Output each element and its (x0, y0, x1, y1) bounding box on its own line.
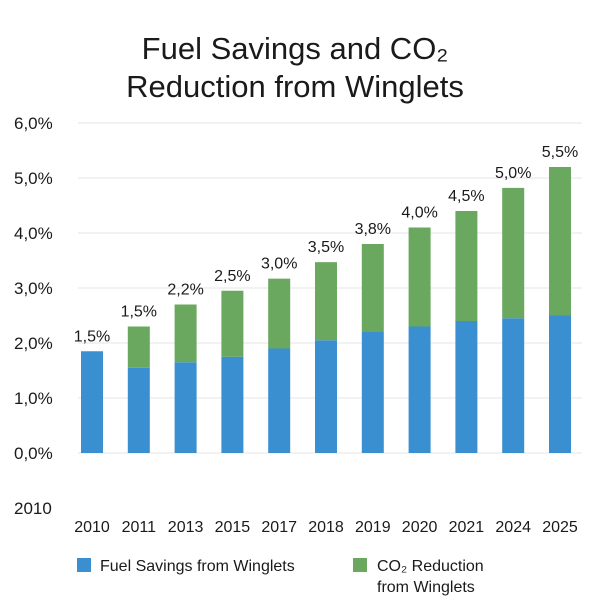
y-tick-label: 0,0% (14, 444, 53, 463)
data-label: 2,5% (214, 268, 250, 285)
bar-fuel-savings (502, 318, 524, 453)
data-label: 4,5% (448, 188, 484, 205)
data-label: 3,0% (261, 256, 297, 273)
bar-fuel-savings (268, 349, 290, 454)
legend-swatch-fuel-savings (77, 558, 91, 572)
x-tick-label: 2021 (449, 519, 485, 536)
bar-fuel-savings (315, 340, 337, 453)
data-label: 3,5% (308, 239, 344, 256)
y-tick-label: 3,0% (14, 279, 53, 298)
y-tick-label: 6,0% (14, 114, 53, 133)
legend-label: from Winglets (377, 579, 475, 596)
y-tick-label: 2010 (14, 499, 52, 518)
y-axis: 2010 0,0% 1,0% 2,0% 3,0% 4,0% 5,0% 6,0% (14, 114, 53, 518)
bar-fuel-savings (409, 327, 431, 454)
x-tick-label: 2018 (308, 519, 344, 536)
x-tick-label: 2011 (122, 519, 157, 536)
y-tick-label: 1,0% (14, 389, 53, 408)
bar-co2-reduction (455, 211, 477, 321)
y-tick-label: 2,0% (14, 334, 53, 353)
bar-co2-reduction (175, 305, 197, 363)
bar-co2-reduction (128, 327, 150, 368)
data-label: 5,0% (495, 165, 531, 182)
bar-co2-reduction (315, 262, 337, 340)
bar-fuel-savings (362, 332, 384, 453)
x-tick-label: 2024 (495, 519, 531, 536)
y-tick-label: 4,0% (14, 224, 53, 243)
legend-label: Fuel Savings from Winglets (100, 558, 295, 575)
x-tick-label: 2019 (355, 519, 391, 536)
legend: Fuel Savings from Winglets CO₂ Reduction f… (77, 558, 484, 596)
y-tick-label: 5,0% (14, 169, 53, 188)
x-tick-label: 2015 (215, 519, 251, 536)
bar-co2-reduction (502, 188, 524, 318)
bar-co2-reduction (409, 228, 431, 327)
legend-label: CO₂ Reduction (377, 558, 484, 575)
x-tick-label: 2025 (542, 519, 578, 536)
x-axis: 2010 2011 2013 2015 2017 2018 2019 2020 2021 2024… (74, 519, 578, 536)
bar-fuel-savings (128, 368, 150, 453)
chart-container: Fuel Savings and CO₂ Reduction from Wing… (0, 0, 614, 606)
data-label: 2,2% (167, 282, 203, 299)
legend-swatch-co2-reduction (353, 558, 367, 572)
x-tick-label: 2020 (402, 519, 438, 536)
data-label: 1,5% (74, 328, 110, 345)
data-label: 3,8% (355, 221, 391, 238)
x-tick-label: 2013 (168, 519, 204, 536)
x-tick-label: 2017 (261, 519, 297, 536)
x-tick-label: 2010 (74, 519, 110, 536)
bar-co2-reduction (221, 291, 243, 357)
bar-co2-reduction (362, 244, 384, 332)
data-label: 1,5% (121, 304, 157, 321)
bar-fuel-savings (175, 362, 197, 453)
data-label: 5,5% (542, 144, 578, 161)
bar-fuel-savings (549, 316, 571, 454)
bar-co2-reduction (268, 279, 290, 349)
bar-chart: 2010 0,0% 1,0% 2,0% 3,0% 4,0% 5,0% 6,0% 1,5% 1,5… (0, 0, 614, 606)
bar-fuel-savings (455, 321, 477, 453)
data-label: 4,0% (401, 205, 437, 222)
bar-co2-reduction (549, 167, 571, 316)
bar-fuel-savings (81, 351, 103, 453)
bar-fuel-savings (221, 357, 243, 453)
